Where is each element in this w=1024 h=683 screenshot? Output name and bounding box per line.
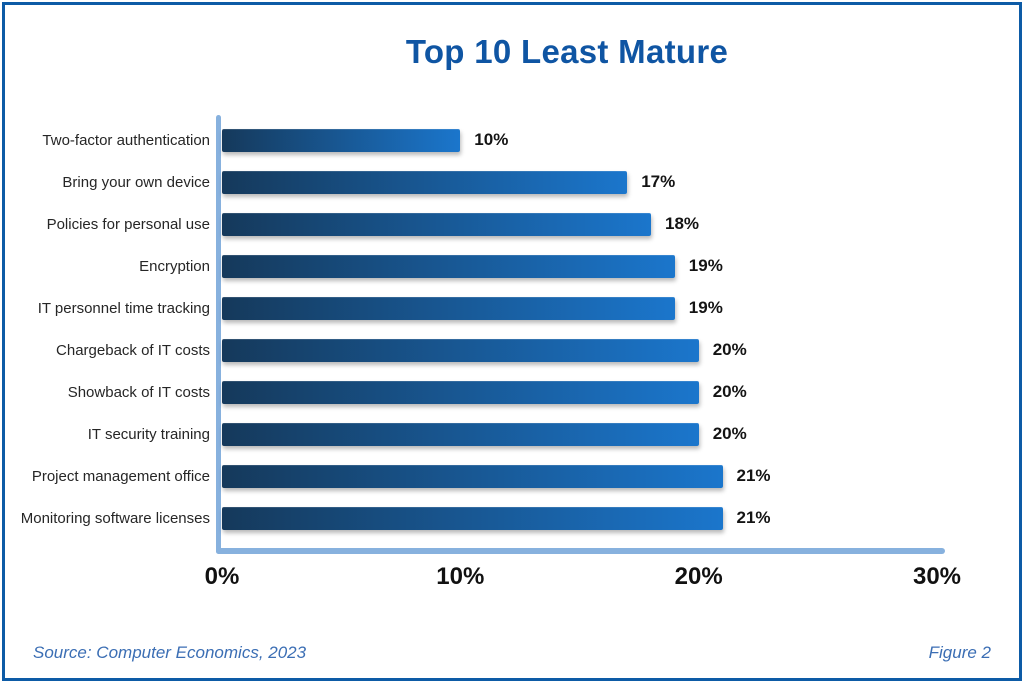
bar-track: 21%	[222, 497, 937, 539]
x-tick-label: 20%	[674, 563, 723, 590]
source-note: Source: Computer Economics, 2023	[33, 643, 307, 662]
category-label: Two-factor authentication	[42, 131, 210, 149]
chart-footer: Source: Computer Economics, 2023 Figure …	[5, 643, 1019, 663]
bar	[222, 464, 723, 488]
x-tick-label: 30%	[912, 563, 962, 590]
value-label: 10%	[474, 130, 509, 149]
chart-row: Showback of IT costs 20%	[20, 371, 937, 413]
category-label: Policies for personal use	[46, 215, 210, 233]
category-label: Chargeback of IT costs	[56, 341, 210, 359]
bar-track: 19%	[222, 245, 937, 287]
chart-row: Encryption 19%	[20, 245, 937, 287]
x-axis-line	[216, 548, 945, 554]
chart-title: Top 10 Least Mature	[405, 33, 729, 70]
bar-track: 18%	[222, 203, 937, 245]
bar	[222, 338, 699, 362]
category-label: Monitoring software licenses	[20, 509, 210, 527]
value-label: 17%	[641, 172, 676, 191]
chart-row: IT personnel time tracking 19%	[20, 287, 937, 329]
bar-track: 20%	[222, 413, 937, 455]
value-label: 21%	[736, 508, 771, 527]
chart-row: Project management office 21%	[20, 455, 937, 497]
category-label: IT security training	[87, 425, 210, 443]
category-label: Showback of IT costs	[67, 383, 210, 401]
bar-track: 19%	[222, 287, 937, 329]
x-tick-label: 0%	[204, 563, 240, 590]
bar	[222, 212, 651, 236]
value-label: 20%	[712, 382, 747, 401]
chart-row: Policies for personal use 18%	[20, 203, 937, 245]
x-tick-label: 10%	[436, 563, 485, 590]
chart-row: IT security training 20%	[20, 413, 937, 455]
category-label: Encryption	[139, 257, 210, 275]
bar-chart: Two-factor authentication 10% Bring your…	[5, 5, 1019, 678]
value-label: 21%	[736, 466, 771, 485]
category-label: IT personnel time tracking	[37, 299, 210, 317]
bar	[222, 296, 675, 320]
bar	[222, 170, 628, 194]
bar	[222, 422, 699, 446]
bar-track: 20%	[222, 371, 937, 413]
category-label: Project management office	[31, 467, 210, 485]
value-label: 20%	[712, 424, 747, 443]
value-label: 18%	[665, 214, 700, 233]
chart-row: Bring your own device 17%	[20, 161, 937, 203]
value-label: 20%	[712, 340, 747, 359]
value-label: 19%	[688, 256, 723, 275]
chart-row: Two-factor authentication 10%	[20, 119, 937, 161]
bar	[222, 380, 699, 404]
bar-track: 21%	[222, 455, 937, 497]
bar	[222, 254, 675, 278]
y-axis-line	[216, 115, 221, 554]
bar-track: 17%	[222, 161, 937, 203]
value-label: 19%	[688, 298, 723, 317]
chart-row: Monitoring software licenses 21%	[20, 497, 937, 539]
figure-label: Figure 2	[928, 643, 991, 662]
bar	[222, 506, 723, 530]
category-label: Bring your own device	[62, 173, 210, 191]
bar-track: 10%	[222, 119, 937, 161]
x-axis-ticks: 0% 10% 20% 30%	[205, 563, 961, 593]
chart-row: Chargeback of IT costs 20%	[20, 329, 937, 371]
chart-rows: Two-factor authentication 10% Bring your…	[20, 119, 937, 539]
bar	[222, 128, 461, 152]
bar-track: 20%	[222, 329, 937, 371]
